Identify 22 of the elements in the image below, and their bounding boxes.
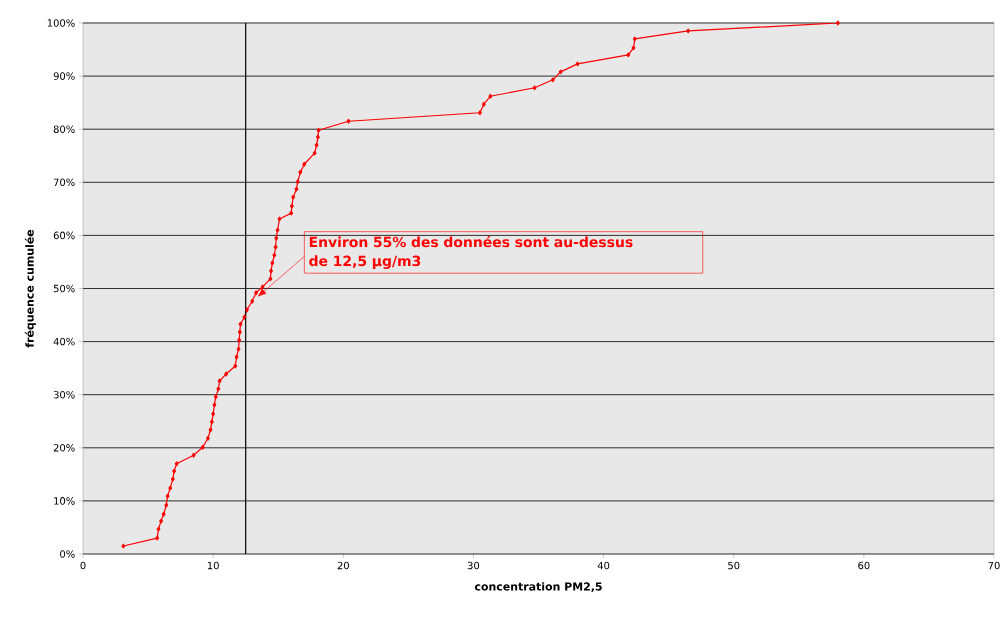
x-tick-label: 40: [597, 561, 610, 570]
x-tick-label: 70: [988, 561, 1000, 570]
x-axis-title: concentration PM2,5: [474, 582, 602, 593]
y-tick-label: 80%: [53, 125, 75, 133]
annotation: Environ 55% des données sont au-dessus de 12,5 µg/m3: [309, 235, 633, 269]
y-tick-label: 30%: [53, 390, 75, 399]
x-tick-label: 30: [467, 561, 480, 570]
y-tick-label: 90%: [53, 72, 75, 80]
y-tick-label: 100%: [47, 19, 75, 27]
y-tick-label: 20%: [53, 444, 75, 452]
y-tick-label: 10%: [54, 497, 75, 505]
x-tick-label: 50: [728, 561, 740, 570]
y-tick-label: 50%: [53, 284, 75, 293]
y-tick-label: 70%: [53, 178, 75, 187]
y-tick-label: 60%: [53, 231, 75, 240]
y-tick-label: 40%: [53, 337, 75, 346]
y-axis-title: fréquence cumulée: [24, 229, 36, 348]
x-tick-label: 0: [80, 561, 86, 570]
x-tick-label: 60: [858, 561, 870, 570]
y-tick-label: 0%: [60, 550, 75, 558]
x-tick-label: 10: [207, 561, 219, 570]
x-tick-label: 20: [337, 561, 349, 570]
